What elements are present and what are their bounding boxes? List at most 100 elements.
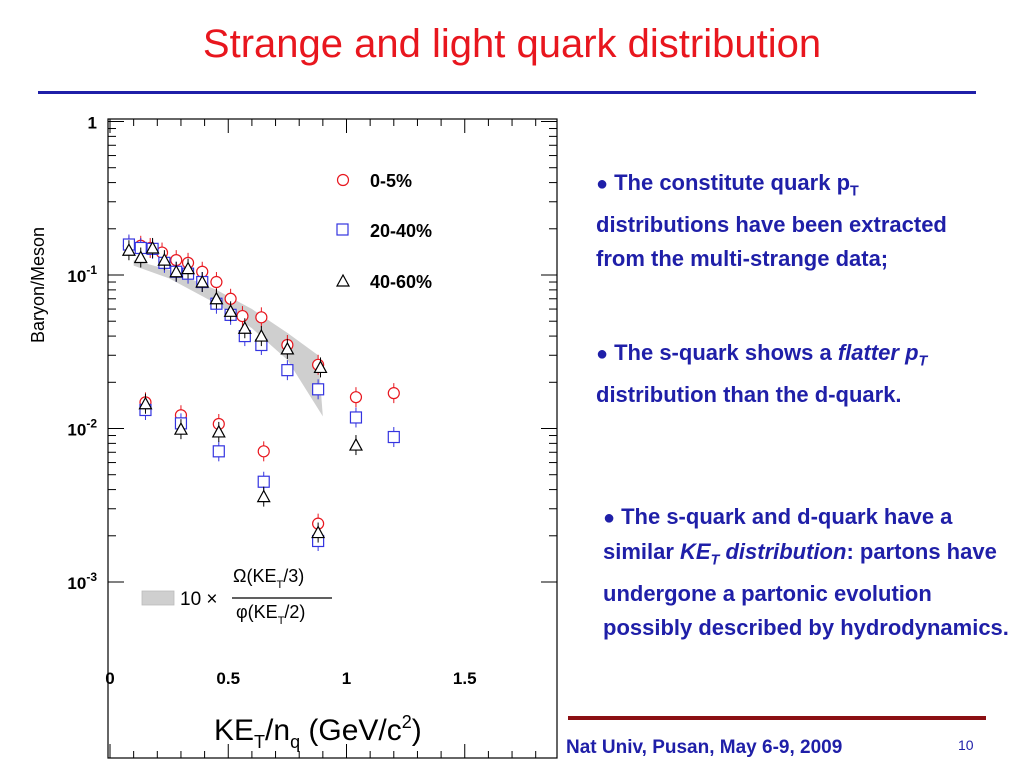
- y-tick-base: 10: [67, 421, 86, 440]
- y-tick-base: 10: [67, 574, 86, 593]
- point-circle: [236, 309, 249, 323]
- bullet-2-em-flatter: flatter: [837, 340, 899, 365]
- band-numerator: Ω(KET/3): [233, 566, 304, 591]
- x-label-sup: 2: [402, 712, 412, 732]
- point-square: [387, 430, 400, 444]
- bullet-3-em-ke: KE: [680, 539, 711, 564]
- point-square: [257, 475, 270, 488]
- band-legend-swatch: [141, 590, 175, 606]
- point-circle: [387, 387, 400, 400]
- x-label-sub1: T: [254, 732, 265, 752]
- slide-title: Strange and light quark distribution: [202, 22, 822, 66]
- data-points: [121, 234, 400, 551]
- y-tick-label: 10-2: [67, 417, 97, 440]
- point-triangle: [157, 252, 172, 266]
- model-band-area: [133, 260, 323, 417]
- y-tick-label: 1: [88, 114, 97, 133]
- bullet-2-sub: T: [918, 353, 928, 370]
- band-den-pre: φ(KE: [236, 602, 278, 622]
- point-triangle: [195, 274, 210, 288]
- y-axis-label: Baryon/Meson: [28, 227, 48, 343]
- band-denominator: φ(KET/2): [236, 602, 305, 627]
- page-number: 10: [958, 737, 974, 753]
- point-triangle: [311, 525, 326, 539]
- point-square: [312, 383, 325, 396]
- point-triangle: [223, 304, 238, 317]
- band-legend-factor: 10 ×: [180, 589, 218, 610]
- point-triangle: [138, 396, 153, 410]
- bullet-1-text-b: distributions have been extracted from t…: [596, 212, 947, 272]
- legend-label-2: 40-60%: [370, 272, 432, 292]
- bullet-2-text-b: distribution than the d-quark.: [596, 382, 902, 408]
- bullet-dot-icon: ●: [603, 507, 616, 529]
- x-label-b: /n: [265, 714, 290, 747]
- bullet-1: ● The constitute quark pT distributions h…: [596, 166, 976, 276]
- footer-rule: [568, 716, 986, 720]
- legend-label-1: 20-40%: [370, 221, 432, 241]
- y-tick-exp: -3: [86, 570, 97, 584]
- chart: Baryon/Meson 0 0.5 1 1.5 1 10-1 10-2 10-3 0-5% …: [0, 100, 570, 773]
- x-tick-label: 1: [342, 669, 351, 688]
- model-band: [133, 260, 323, 417]
- point-circle: [257, 445, 270, 458]
- band-num-post: /3): [283, 566, 304, 586]
- x-label-d: ): [412, 714, 422, 747]
- x-axis-label: KET/nq (GeV/c2): [214, 712, 422, 752]
- legend-circle-icon: [336, 173, 350, 187]
- y-tick-label: 10-1: [67, 263, 97, 286]
- bullet-dot-icon: ●: [596, 173, 609, 195]
- y-tick-exp: -2: [86, 417, 97, 431]
- x-tick-label: 0.5: [216, 669, 240, 688]
- point-triangle: [169, 264, 184, 278]
- y-tick-base: 10: [67, 267, 86, 286]
- legend: 0-5% 20-40% 40-60%: [335, 171, 432, 292]
- bullet-3: ● The s-quark and d-quark have a similar …: [603, 500, 1024, 645]
- point-circle: [210, 275, 223, 289]
- band-legend: 10 × Ω(KET/3) φ(KET/2): [141, 566, 332, 627]
- bullet-2-em-p: p: [905, 340, 919, 365]
- point-triangle: [256, 489, 271, 503]
- point-triangle: [313, 360, 328, 374]
- band-num-sub: T: [276, 579, 283, 591]
- x-label-c: (GeV/c: [300, 714, 402, 747]
- band-num-pre: Ω(KE: [233, 566, 276, 586]
- legend-label-0: 0-5%: [370, 171, 412, 191]
- x-tick-label: 0: [105, 669, 114, 688]
- band-den-post: /2): [284, 602, 305, 622]
- bullet-3-em-dist: distribution: [719, 539, 847, 564]
- bullet-dot-icon: ●: [596, 343, 609, 365]
- point-triangle: [145, 240, 160, 254]
- point-triangle: [133, 250, 148, 264]
- y-tick-exp: -1: [86, 263, 97, 277]
- point-square: [281, 364, 294, 377]
- footer-text: Nat Univ, Pusan, May 6-9, 2009: [566, 737, 843, 758]
- legend-triangle-icon: [335, 273, 351, 287]
- y-tick-base: 1: [88, 114, 97, 133]
- point-triangle: [348, 437, 363, 451]
- point-triangle: [181, 261, 196, 275]
- point-triangle: [254, 328, 269, 342]
- point-square: [349, 411, 363, 424]
- x-tick-label: 1.5: [453, 669, 477, 688]
- bullet-1-text-a: The constitute quark p: [614, 170, 851, 195]
- band-den-sub: T: [278, 615, 285, 627]
- x-label-sub2: q: [290, 732, 300, 752]
- point-triangle: [280, 341, 295, 355]
- point-triangle: [121, 242, 136, 256]
- point-triangle: [211, 424, 226, 438]
- title-rule: [38, 91, 976, 94]
- plot-frame: [107, 118, 558, 759]
- point-square: [212, 445, 225, 458]
- y-tick-label: 10-3: [67, 570, 97, 593]
- bullet-3-text-b: : partons have undergone a partonic evol…: [603, 539, 1009, 641]
- bullet-2: ● The s-quark shows a flatter pT distribu…: [596, 336, 1006, 412]
- legend-square-icon: [336, 223, 349, 236]
- bullet-1-sub: T: [850, 183, 859, 200]
- bullet-3-text-a: The s-quark and d-quark have a similar: [603, 504, 953, 564]
- x-label-a: KE: [214, 714, 254, 747]
- point-triangle: [209, 291, 224, 305]
- point-triangle: [237, 320, 252, 334]
- bullet-3-sub: T: [710, 552, 720, 569]
